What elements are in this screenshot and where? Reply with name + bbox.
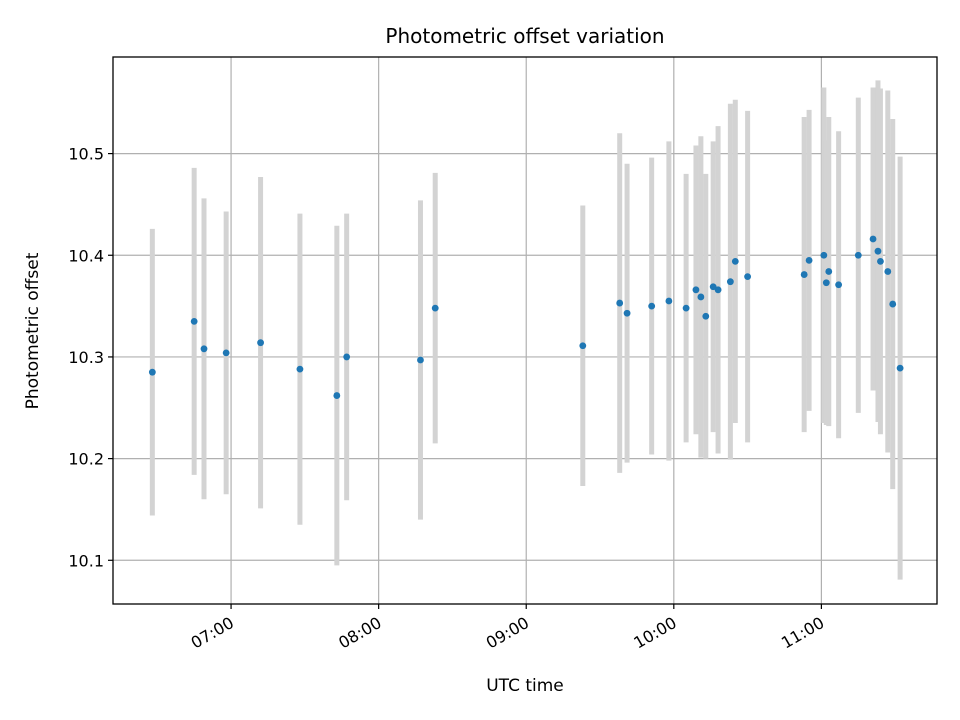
data-point	[874, 247, 882, 255]
data-point	[805, 256, 813, 264]
x-axis-label: UTC time	[486, 676, 564, 696]
y-tick-label: 10.5	[68, 145, 104, 164]
data-point	[822, 279, 830, 287]
data-point	[579, 342, 587, 350]
data-point	[702, 312, 710, 320]
y-tick-label: 10.4	[68, 246, 104, 265]
data-point	[343, 353, 351, 361]
data-point	[714, 286, 722, 294]
data-point	[648, 302, 656, 310]
data-point	[820, 251, 828, 259]
data-points	[148, 235, 904, 399]
data-point	[616, 299, 624, 307]
y-axis-ticks: 10.1 10.2 10.3 10.4 10.5	[68, 145, 113, 570]
data-point	[665, 297, 673, 305]
data-point	[682, 304, 690, 312]
data-point	[190, 317, 198, 325]
data-point	[726, 278, 734, 286]
data-point	[835, 281, 843, 289]
data-point	[896, 364, 904, 372]
data-point	[148, 368, 156, 376]
chart-title: Photometric offset variation	[385, 24, 664, 48]
data-point	[431, 304, 439, 312]
data-point	[744, 273, 752, 281]
y-tick-label: 10.1	[68, 551, 104, 570]
data-point	[854, 251, 862, 259]
data-point	[222, 349, 230, 357]
data-point	[825, 268, 833, 275]
data-point	[869, 235, 877, 243]
data-point	[697, 293, 705, 301]
data-point	[889, 300, 897, 308]
data-point	[800, 271, 808, 278]
data-point	[333, 392, 341, 399]
data-point	[200, 345, 208, 353]
data-point	[709, 283, 717, 291]
data-point	[692, 286, 700, 294]
data-point	[884, 268, 892, 275]
y-axis-label: Photometric offset	[23, 252, 43, 409]
data-point	[296, 365, 304, 373]
data-point	[623, 309, 631, 317]
y-tick-label: 10.2	[68, 450, 104, 469]
data-point	[731, 257, 739, 265]
data-point	[417, 356, 424, 364]
y-tick-label: 10.3	[68, 348, 104, 367]
data-point	[877, 257, 884, 265]
data-point	[257, 339, 264, 347]
plot-frame	[112, 56, 938, 605]
